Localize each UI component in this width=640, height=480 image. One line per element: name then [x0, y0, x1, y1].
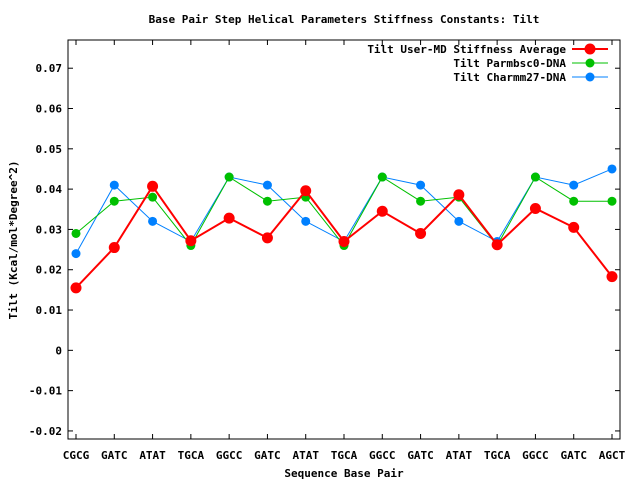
data-point — [223, 212, 235, 224]
legend-swatch-marker — [585, 72, 595, 82]
data-point — [416, 196, 426, 206]
x-tick-label: AGCT — [599, 449, 626, 462]
data-point — [529, 202, 541, 214]
data-point — [71, 228, 81, 238]
x-tick-label: GATC — [407, 449, 434, 462]
x-tick-label: GGCC — [369, 449, 396, 462]
x-tick-label: ATAT — [139, 449, 166, 462]
data-point — [606, 271, 618, 283]
data-point — [530, 172, 540, 182]
x-tick-label: TGCA — [484, 449, 511, 462]
legend-label: Tilt User-MD Stiffness Average — [367, 43, 566, 56]
legend-swatch-marker — [585, 58, 595, 68]
data-point — [71, 249, 81, 259]
x-tick-label: ATAT — [446, 449, 473, 462]
x-tick-label: GGCC — [522, 449, 549, 462]
legend-label: Tilt Charmm27-DNA — [453, 71, 566, 84]
x-tick-label: GATC — [101, 449, 128, 462]
legend-label: Tilt Parmbsc0-DNA — [453, 57, 566, 70]
chart-title: Base Pair Step Helical Parameters Stiffn… — [149, 13, 540, 26]
x-tick-label: GATC — [560, 449, 587, 462]
data-point — [224, 172, 234, 182]
series-1 — [70, 180, 618, 294]
data-point — [568, 221, 580, 233]
data-point — [377, 172, 387, 182]
y-tick-label: 0.02 — [36, 264, 63, 277]
data-point — [300, 185, 312, 197]
x-tick-label: ATAT — [292, 449, 319, 462]
data-point — [569, 196, 579, 206]
x-tick-label: TGCA — [331, 449, 358, 462]
data-point — [338, 236, 350, 248]
data-point — [108, 242, 120, 254]
data-point — [453, 189, 465, 201]
legend-swatch-marker — [584, 43, 596, 55]
data-point — [109, 180, 119, 190]
data-point — [261, 232, 273, 244]
y-tick-label: 0.04 — [36, 183, 63, 196]
y-tick-label: 0.05 — [36, 143, 63, 156]
data-point — [185, 235, 197, 247]
data-point — [262, 196, 272, 206]
x-tick-label: TGCA — [178, 449, 205, 462]
series-layer — [70, 164, 618, 294]
data-point — [109, 196, 119, 206]
data-point — [148, 192, 158, 202]
data-point — [301, 216, 311, 226]
data-point — [148, 216, 158, 226]
data-point — [70, 282, 82, 294]
data-point — [376, 205, 388, 217]
data-point — [262, 180, 272, 190]
y-tick-label: 0.06 — [36, 103, 63, 116]
data-point — [454, 216, 464, 226]
y-tick-label: -0.02 — [29, 425, 62, 438]
x-axis: CGCG GATC ATAT TGCA GGCC GATC ATAT TGCA GGCC GATC… — [63, 40, 626, 462]
y-tick-label: 0.03 — [36, 223, 63, 236]
y-axis-label: Tilt (Kcal/mol*Degree^2) — [7, 161, 20, 320]
x-tick-label: GATC — [254, 449, 281, 462]
x-tick-label: GGCC — [216, 449, 243, 462]
data-point — [416, 180, 426, 190]
x-tick-label: CGCG — [63, 449, 90, 462]
x-axis-label: Sequence Base Pair — [284, 467, 404, 480]
y-tick-label: 0.07 — [36, 62, 63, 75]
y-axis: -0.02 -0.01 0 0.01 0.02 0.03 0.04 0.05 0.06 0.07 — [29, 62, 620, 438]
y-tick-label: 0.01 — [36, 304, 63, 317]
data-point — [607, 164, 617, 174]
y-tick-label: 0 — [55, 344, 62, 357]
y-tick-label: -0.01 — [29, 385, 62, 398]
data-point — [607, 196, 617, 206]
data-point — [415, 227, 427, 239]
data-point — [569, 180, 579, 190]
data-point — [147, 180, 159, 192]
data-point — [491, 239, 503, 251]
